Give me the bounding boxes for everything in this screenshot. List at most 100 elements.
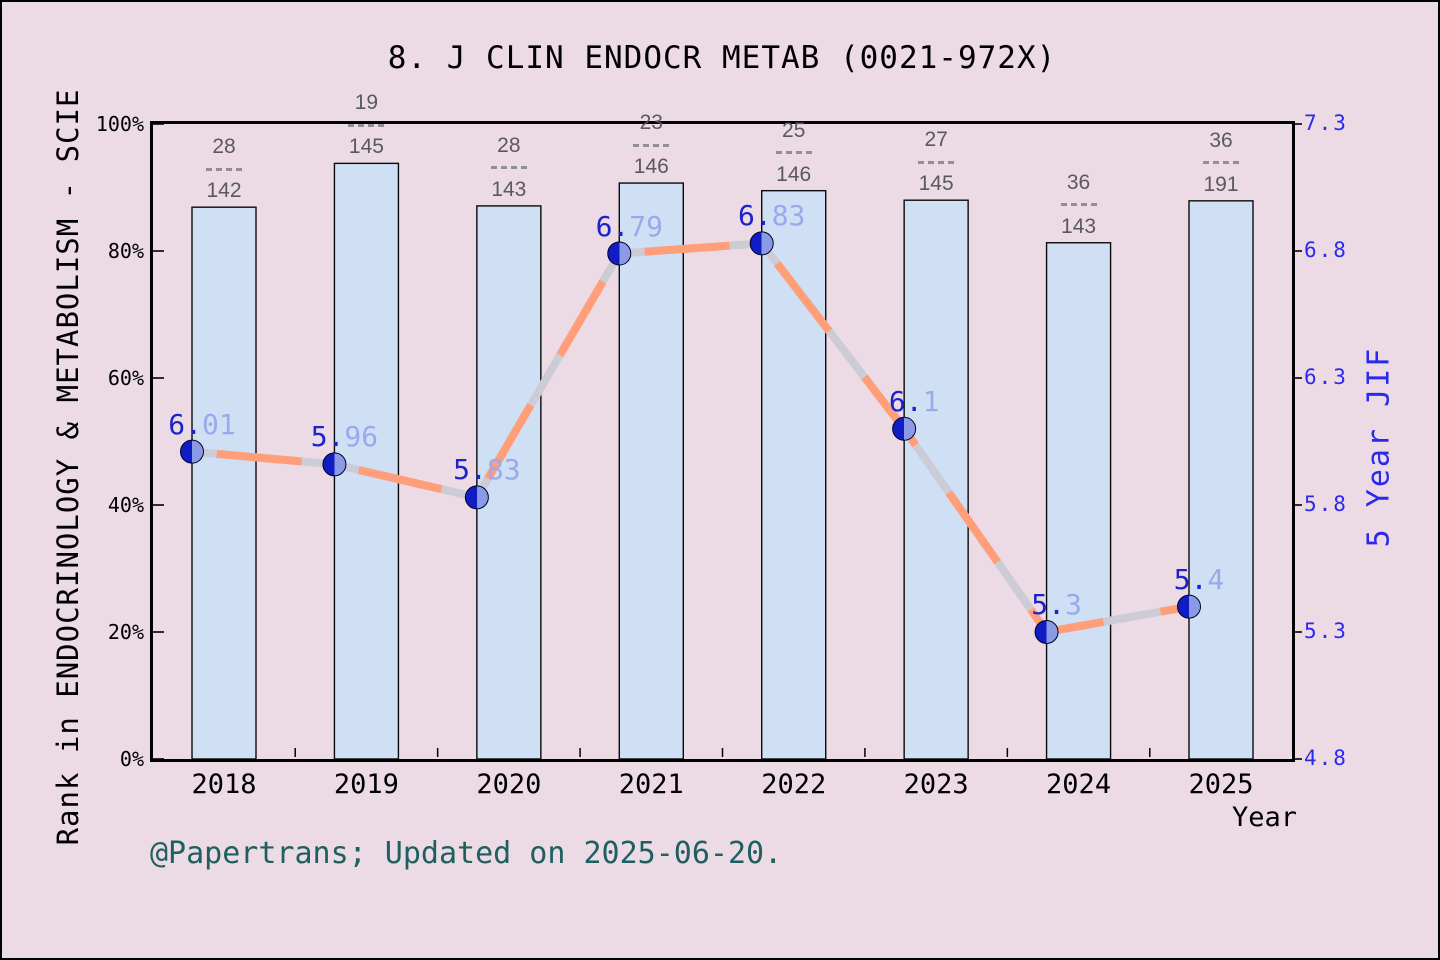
jif-value-integer: 6.: [737, 199, 772, 233]
jif-value-decimals: 01: [202, 407, 236, 441]
rank-bar: [1188, 200, 1254, 760]
year-tick-label: 2019: [333, 769, 399, 800]
jif-marker: [464, 485, 489, 510]
rank-fraction-label: 36 143: [1060, 170, 1097, 239]
rank-bars: [191, 162, 1254, 760]
jif-markers: [180, 231, 1201, 644]
year-tick-label: 2025: [1188, 769, 1254, 800]
fraction-denominator: 146: [776, 162, 812, 186]
right-tick-label: 5.3: [1304, 619, 1348, 643]
jif-value-decimals: 1: [922, 384, 940, 418]
rank-fraction-label: 19 145: [348, 91, 385, 159]
rank-fraction-label: 28 143: [490, 133, 527, 202]
plot-area: [150, 121, 1302, 762]
footer-credit: @Papertrans; Updated on 2025-06-20.: [150, 836, 783, 871]
rank-fraction-label: 25 146: [775, 118, 812, 187]
left-tick-label: 100%: [95, 112, 144, 136]
fraction-denominator: 145: [348, 135, 384, 159]
fraction-bar: [775, 151, 812, 155]
fraction-bar: [490, 166, 527, 170]
left-tick-label: 80%: [107, 239, 144, 263]
rank-bar: [761, 189, 827, 760]
fraction-denominator: 143: [1061, 214, 1097, 238]
year-tick-label: 2023: [903, 769, 969, 800]
jif-value-decimals: 3: [1064, 588, 1082, 621]
jif-marker: [322, 452, 347, 477]
jif-value-integer: 5.: [453, 453, 487, 487]
fraction-numerator: 28: [212, 135, 236, 159]
left-tick-label: 60%: [107, 366, 144, 390]
fraction-numerator: 28: [497, 133, 521, 157]
jif-value-label: 6.1: [888, 384, 940, 418]
fraction-numerator: 36: [1209, 128, 1233, 152]
fraction-numerator: 27: [924, 128, 948, 152]
jif-marker: [749, 231, 774, 256]
year-tick-label: 2020: [476, 769, 542, 800]
fraction-numerator: 23: [639, 111, 663, 135]
fraction-numerator: 36: [1066, 170, 1091, 194]
year-tick-label: 2022: [761, 769, 827, 800]
rank-fraction-label: 28 142: [206, 135, 242, 203]
fraction-bar: [1203, 161, 1239, 165]
fraction-numerator: 25: [782, 118, 806, 142]
fraction-bar: [918, 160, 955, 164]
jif-marker: [1034, 620, 1059, 644]
jif-marker: [607, 241, 632, 266]
rank-bar: [618, 182, 684, 760]
rank-fraction-label: 27 145: [918, 128, 955, 196]
year-tick-label: 2024: [1046, 769, 1112, 800]
right-tick-label: 6.8: [1304, 238, 1348, 262]
fraction-denominator: 191: [1203, 172, 1239, 196]
jif-value-decimals: 83: [486, 453, 521, 487]
fraction-bar: [1060, 203, 1097, 207]
jif-marker: [180, 439, 204, 464]
axes-frame: [150, 121, 1302, 762]
year-tick-label: 2021: [618, 769, 684, 800]
jif-value-integer: 5.: [1031, 588, 1065, 621]
rank-bar: [191, 206, 257, 760]
year-tick-label: 2018: [191, 769, 257, 800]
jif-value-decimals: 4: [1207, 562, 1225, 596]
jif-line-accent: [191, 239, 1190, 637]
x-axis-title: Year: [1231, 802, 1297, 833]
fraction-denominator: 146: [633, 155, 669, 179]
fraction-bar: [348, 123, 385, 127]
plot-frame: [150, 121, 1295, 762]
jif-value-label: 6.83: [738, 201, 805, 231]
jif-value-label: 6.01: [168, 407, 236, 441]
jif-value-label: 5.96: [311, 422, 378, 452]
jif-value-integer: 6.: [595, 209, 630, 243]
rank-fraction-label: 23 146: [633, 111, 670, 179]
fraction-numerator: 19: [354, 91, 379, 115]
right-tick-label: 7.3: [1304, 111, 1348, 135]
fraction-denominator: 143: [491, 177, 527, 201]
jif-value-integer: 5.: [1173, 562, 1208, 596]
jif-marker: [1177, 594, 1201, 619]
jif-value-label: 5.83: [453, 455, 520, 485]
jif-value-integer: 5.: [310, 420, 345, 454]
jif-marker: [892, 416, 917, 441]
right-tick-label: 5.8: [1304, 492, 1348, 516]
right-axis-title: 5 Year JIF: [1361, 346, 1397, 548]
fraction-denominator: 145: [918, 172, 954, 196]
jif-value-label: 5.4: [1173, 562, 1225, 596]
jif-value-label: 5.3: [1031, 590, 1082, 620]
fraction-bar: [206, 167, 242, 171]
right-tick-label: 4.8: [1304, 746, 1348, 770]
right-tick-label: 6.3: [1304, 365, 1348, 389]
left-tick-label: 40%: [107, 493, 144, 517]
jif-value-decimals: 79: [629, 209, 663, 243]
rank-fraction-label: 36 191: [1203, 129, 1239, 197]
jif-value-decimals: 83: [771, 199, 806, 233]
left-tick-label: 20%: [107, 620, 144, 644]
fraction-denominator: 142: [206, 179, 242, 203]
jif-value-label: 6.79: [595, 209, 663, 243]
jif-value-integer: 6.: [888, 384, 923, 418]
jif-line: [188, 239, 1193, 637]
left-axis-title: Rank in ENDOCRINOLOGY & METABOLISM - SCI…: [51, 88, 85, 846]
rank-bar: [1045, 242, 1112, 760]
fraction-bar: [633, 143, 670, 147]
jif-value-decimals: 96: [344, 420, 379, 454]
left-tick-label: 0%: [119, 747, 144, 771]
